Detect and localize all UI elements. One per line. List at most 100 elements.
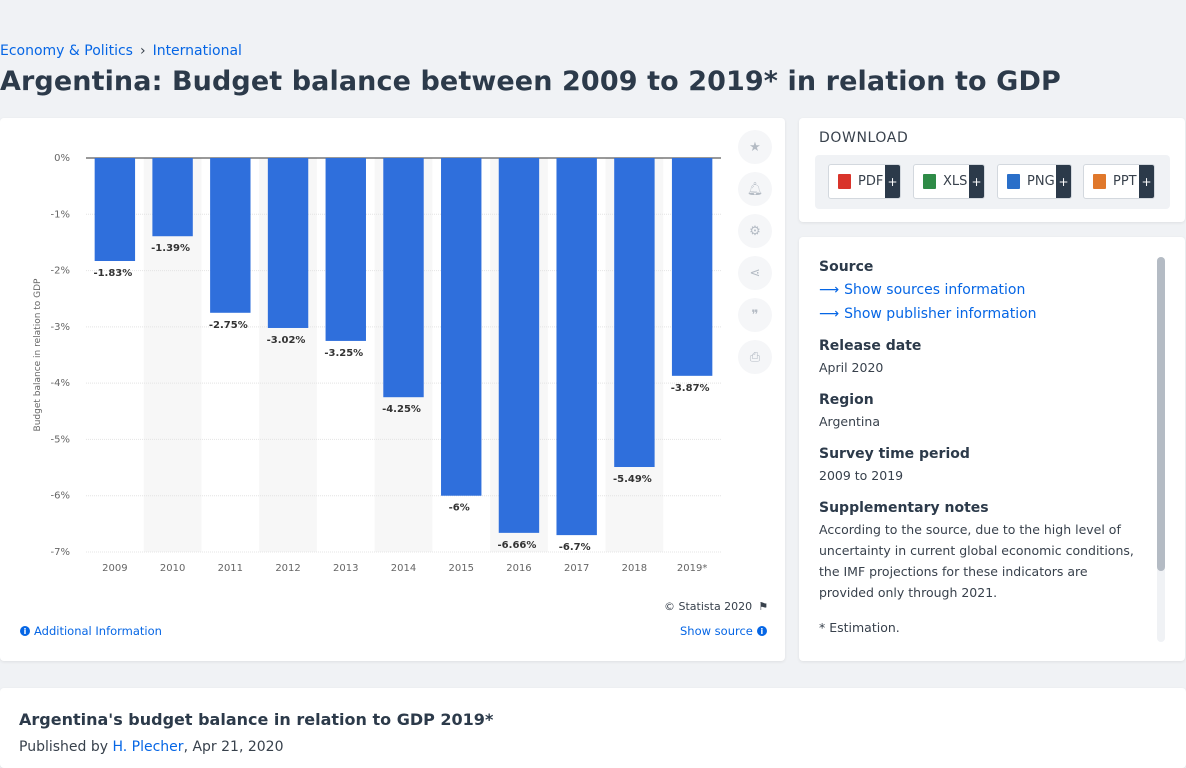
statistic-description-card: Argentina's budget balance in relation t… — [0, 688, 1186, 768]
bar[interactable] — [383, 158, 424, 398]
release-date-label: Release date — [819, 338, 922, 354]
plus-icon: + — [969, 165, 984, 198]
bar[interactable] — [498, 158, 540, 533]
breadcrumb-international[interactable]: International — [152, 43, 242, 59]
y-tick-label: -6% — [51, 491, 70, 502]
author-link[interactable]: H. Plecher — [112, 739, 184, 755]
data-label: -6.7% — [559, 542, 591, 553]
chart-toolbar: ★ 🔔︎ ⚙ ⋖ ❞ ⎙ — [738, 130, 772, 382]
survey-period-value: 2009 to 2019 — [819, 468, 904, 483]
y-axis-label: Budget balance in relation to GDP — [33, 278, 43, 432]
published-prefix: Published by — [19, 739, 109, 755]
data-label: -1.83% — [93, 268, 132, 279]
print-button[interactable]: ⎙ — [738, 340, 772, 374]
copyright-row: © Statista 2020 ⚑ — [664, 600, 768, 613]
bar[interactable] — [210, 158, 251, 313]
x-tick-label: 2019* — [677, 563, 707, 574]
notification-button[interactable]: 🔔︎ — [738, 172, 772, 206]
bar[interactable] — [614, 158, 655, 468]
breadcrumb-economy-politics[interactable]: Economy & Politics — [0, 43, 133, 59]
info-content: Source ⟶ Show sources information ⟶ Show… — [819, 259, 1144, 638]
share-icon: ⋖ — [749, 265, 761, 281]
flag-icon[interactable]: ⚑ — [758, 600, 769, 613]
plus-icon: + — [1139, 165, 1154, 198]
download-xls-button[interactable]: XLS + — [913, 164, 985, 199]
data-label: -6.66% — [498, 540, 537, 551]
data-label: -5.49% — [613, 474, 652, 485]
ppt-file-icon — [1093, 174, 1106, 189]
arrow-right-icon: ⟶ — [819, 282, 840, 298]
chart-card: 0% -1% -2% -3% -4% -5% -6% -7% -1.83% -1.39% -2.7… — [0, 118, 785, 661]
page-title: Argentina: Budget balance between 2009 t… — [0, 66, 1061, 97]
favorite-button[interactable]: ★ — [738, 130, 772, 164]
x-tick-label: 2016 — [506, 563, 531, 574]
info-card: Source ⟶ Show sources information ⟶ Show… — [799, 237, 1185, 661]
data-label: -6% — [449, 503, 470, 514]
scrollbar-thumb[interactable] — [1157, 257, 1165, 571]
additional-information-link[interactable]: i Additional Information — [20, 624, 162, 638]
png-file-icon — [1007, 174, 1020, 189]
published-date: , Apr 21, 2020 — [183, 739, 284, 755]
settings-button[interactable]: ⚙ — [738, 214, 772, 248]
x-tick-label: 2010 — [160, 563, 185, 574]
bar[interactable] — [152, 158, 193, 237]
show-publisher-link[interactable]: ⟶ Show publisher information — [819, 302, 1144, 326]
download-ppt-button[interactable]: PPT + — [1083, 164, 1155, 199]
breadcrumb-separator: › — [139, 43, 146, 59]
gear-icon: ⚙ — [749, 223, 761, 239]
share-button[interactable]: ⋖ — [738, 256, 772, 290]
x-tick-label: 2012 — [275, 563, 300, 574]
data-label: -4.25% — [382, 404, 421, 415]
download-title: DOWNLOAD — [819, 130, 909, 146]
cite-button[interactable]: ❞ — [738, 298, 772, 332]
supplementary-notes-value: According to the source, due to the high… — [819, 522, 1134, 600]
statistic-title: Argentina's budget balance in relation t… — [19, 710, 494, 729]
y-tick-label: -5% — [51, 434, 70, 445]
additional-information-label: Additional Information — [34, 624, 162, 638]
bar[interactable] — [441, 158, 482, 496]
region-value: Argentina — [819, 414, 880, 429]
download-png-label: PNG — [1027, 174, 1055, 189]
bell-icon: 🔔︎ — [746, 181, 764, 197]
download-png-button[interactable]: PNG + — [997, 164, 1072, 199]
source-label: Source — [819, 259, 874, 275]
bar[interactable] — [671, 158, 713, 376]
bar[interactable] — [267, 158, 309, 328]
bar[interactable] — [94, 158, 136, 262]
y-tick-label: 0% — [54, 153, 70, 164]
x-tick-label: 2018 — [622, 563, 647, 574]
plus-icon: + — [885, 165, 900, 198]
bar[interactable] — [325, 158, 366, 341]
download-pdf-button[interactable]: PDF + — [828, 164, 901, 199]
y-tick-label: -7% — [51, 547, 70, 558]
bar[interactable] — [556, 158, 597, 536]
show-source-link[interactable]: Show source i — [680, 624, 767, 638]
x-tick-label: 2014 — [391, 563, 416, 574]
y-tick-label: -1% — [51, 209, 70, 220]
data-label: -3.87% — [671, 383, 710, 394]
supplementary-notes-label: Supplementary notes — [819, 500, 989, 516]
x-tick-label: 2015 — [449, 563, 474, 574]
download-buttons: PDF + XLS + PNG + PPT + — [815, 155, 1170, 209]
pdf-file-icon — [838, 174, 851, 189]
star-icon: ★ — [749, 139, 761, 155]
published-by: Published by H. Plecher, Apr 21, 2020 — [19, 739, 283, 755]
show-sources-link[interactable]: ⟶ Show sources information — [819, 278, 1144, 302]
download-pdf-label: PDF — [858, 174, 884, 189]
estimation-footnote: * Estimation. — [819, 620, 900, 635]
bar-chart: 0% -1% -2% -3% -4% -5% -6% -7% -1.83% -1.39% -2.7… — [33, 153, 721, 574]
arrow-right-icon: ⟶ — [819, 306, 840, 322]
top-bar — [0, 0, 1186, 36]
x-tick-label: 2011 — [218, 563, 243, 574]
data-label: -2.75% — [209, 320, 248, 331]
download-card: DOWNLOAD PDF + XLS + PNG + PPT + — [799, 118, 1185, 222]
info-scrollbar[interactable] — [1157, 257, 1165, 642]
release-date-value: April 2020 — [819, 360, 884, 375]
x-tick-label: 2009 — [102, 563, 127, 574]
region-label: Region — [819, 392, 874, 408]
show-publisher-label: Show publisher information — [844, 306, 1037, 322]
data-label: -3.25% — [324, 348, 363, 359]
y-tick-label: -3% — [51, 322, 70, 333]
survey-period-label: Survey time period — [819, 446, 970, 462]
plus-icon: + — [1056, 165, 1071, 198]
